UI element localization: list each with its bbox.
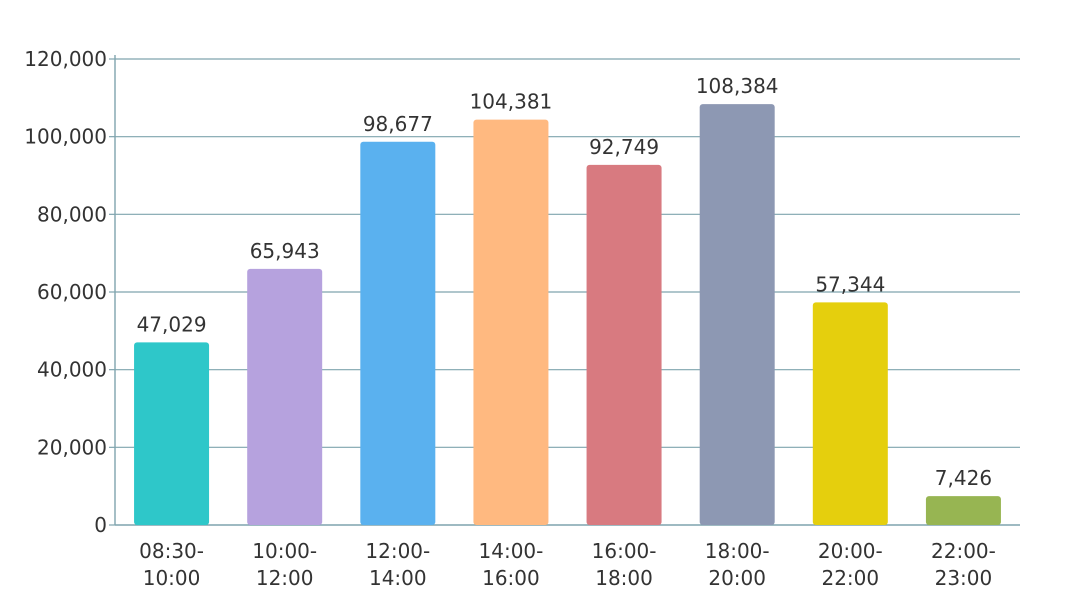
x-tick-label: 20:00- 22:00 (818, 539, 883, 590)
y-tick-label: 0 (94, 513, 107, 537)
bar (360, 141, 436, 525)
x-tick-label-line: 22:00 (821, 566, 879, 590)
x-tick-label-line: 14:00- (479, 539, 544, 563)
x-tick-label-line: 23:00 (935, 566, 993, 590)
y-tick-label: 100,000 (24, 125, 107, 149)
x-tick-label: 16:00- 18:00 (592, 539, 657, 590)
bar (812, 302, 888, 525)
bar-value-label: 92,749 (589, 135, 659, 159)
bar-value-label: 65,943 (250, 239, 320, 263)
x-tick-label: 08:30- 10:00 (139, 539, 204, 590)
bar-value-label: 104,381 (470, 90, 553, 114)
x-tick-label-line: 14:00 (369, 566, 427, 590)
bar (586, 164, 662, 526)
bar-value-label: 57,344 (815, 272, 885, 296)
y-tick-label: 120,000 (24, 47, 107, 71)
y-tick-label: 60,000 (37, 280, 107, 304)
x-tick-label-line: 10:00- (252, 539, 317, 563)
bar (925, 496, 1001, 525)
y-tick-label: 80,000 (37, 202, 107, 226)
bar-value-label: 47,029 (137, 312, 207, 336)
x-tick-label: 14:00- 16:00 (479, 539, 544, 590)
x-tick-label-line: 18:00- (705, 539, 770, 563)
x-tick-label-line: 12:00- (365, 539, 430, 563)
bar-value-label: 98,677 (363, 112, 433, 136)
y-tick-label: 40,000 (37, 358, 107, 382)
bar (699, 104, 775, 526)
x-tick-label-line: 16:00 (482, 566, 540, 590)
x-tick-label-line: 08:30- (139, 539, 204, 563)
x-tick-label-line: 10:00 (143, 566, 201, 590)
x-tick-label: 22:00- 23:00 (931, 539, 996, 590)
bar-value-label: 108,384 (696, 74, 779, 98)
bars (134, 104, 1001, 526)
x-tick-label-line: 16:00- (592, 539, 657, 563)
x-tick-label-line: 22:00- (931, 539, 996, 563)
bar-value-label: 7,426 (935, 466, 992, 490)
x-tick-label-line: 18:00 (595, 566, 653, 590)
x-tick-label: 12:00- 14:00 (365, 539, 430, 590)
x-tick-labels: 08:30-10:0010:00-12:0012:00-14:0014:00-1… (139, 539, 996, 590)
x-tick-label-line: 20:00- (818, 539, 883, 563)
x-tick-label: 10:00- 12:00 (252, 539, 317, 590)
x-tick-label-line: 20:00 (708, 566, 766, 590)
bar (134, 342, 210, 525)
x-tick-label: 18:00- 20:00 (705, 539, 770, 590)
bar (473, 119, 549, 526)
x-tick-label-line: 12:00 (256, 566, 314, 590)
y-tick-labels: 0 20,000 40,000 60,000 80,000 100,000 120,000 (24, 47, 107, 537)
y-tick-label: 20,000 (37, 435, 107, 459)
data-labels: 47,029 65,943 98,677 104,381 92,749 108,384 57… (137, 74, 993, 490)
bar (247, 268, 323, 525)
